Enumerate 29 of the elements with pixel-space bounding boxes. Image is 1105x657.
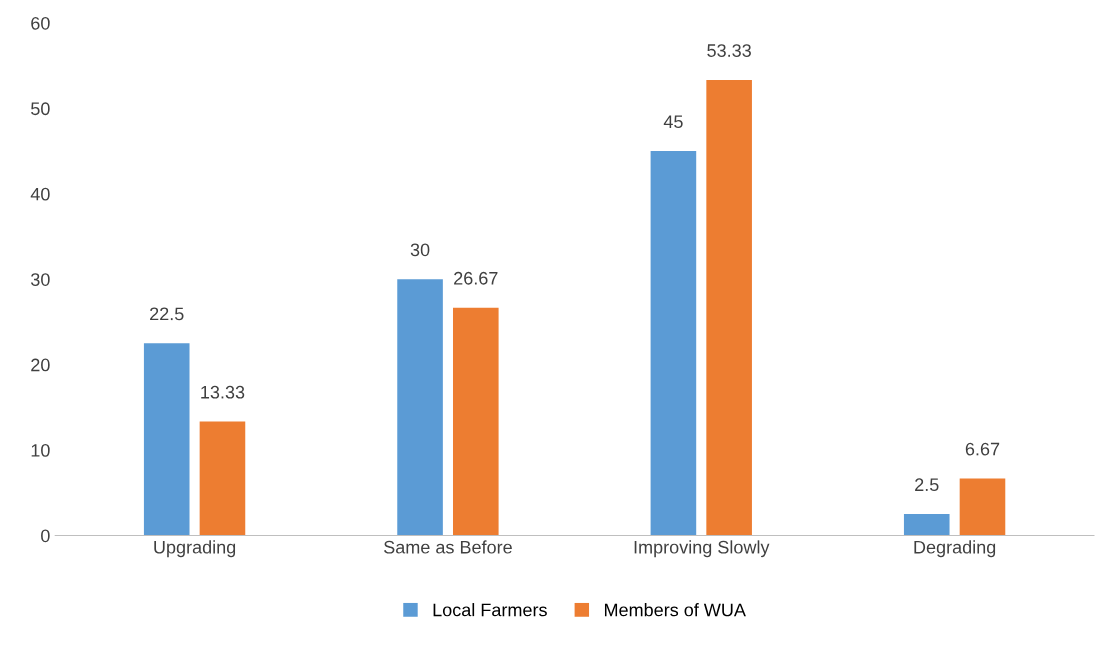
bar xyxy=(650,151,697,536)
bar xyxy=(199,421,246,536)
data-label: 30 xyxy=(410,243,430,257)
data-label: 13.33 xyxy=(201,385,245,399)
x-tick-label: Improving Slowly xyxy=(634,540,770,558)
x-tick-label: Upgrading xyxy=(154,540,236,558)
data-label: 2.5 xyxy=(915,478,939,492)
data-label: 26.67 xyxy=(454,271,498,285)
bar xyxy=(453,307,499,536)
bar xyxy=(397,279,443,536)
data-label: 45 xyxy=(663,115,683,129)
bar xyxy=(959,478,1006,536)
legend-label: Members of WUA xyxy=(604,603,746,617)
y-tick-label: 50 xyxy=(31,102,50,116)
legend-label: Local Farmers xyxy=(433,603,547,617)
y-tick-label: 60 xyxy=(31,16,50,30)
y-tick-label: 10 xyxy=(31,443,50,457)
data-label: 22.5 xyxy=(150,307,184,321)
data-label: 53.33 xyxy=(707,44,751,57)
bar xyxy=(903,514,950,536)
y-tick-label: 0 xyxy=(41,529,50,543)
data-label: 6.67 xyxy=(965,442,1000,456)
bar xyxy=(706,79,752,536)
x-tick-label: Same as Before xyxy=(384,540,512,554)
y-tick-label: 20 xyxy=(31,358,50,372)
x-tick-label: Degrading xyxy=(914,540,996,558)
bar xyxy=(143,343,190,536)
y-tick-label: 30 xyxy=(31,273,50,286)
y-tick-label: 40 xyxy=(30,187,50,201)
